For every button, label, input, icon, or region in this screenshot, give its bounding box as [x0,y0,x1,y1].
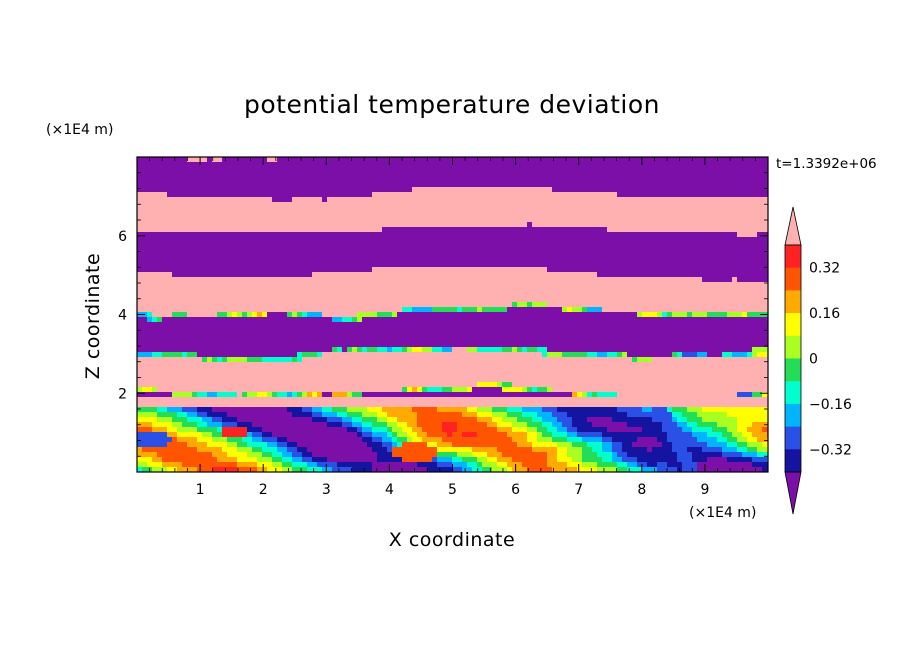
colorbar-min-arrow [784,471,802,515]
colorbar-band [785,245,801,268]
x-tick-label: 5 [448,482,457,498]
x-tick-label: 4 [385,482,394,498]
x-axis-unit: (×1E4 m) [689,505,756,521]
colorbar-band [785,335,801,359]
x-tick-label: 7 [574,482,583,498]
colorbar-band [785,313,801,337]
x-axis: 1 2 3 4 5 6 7 8 9 [149,157,756,498]
x-tick-label: 2 [259,482,268,498]
colorbar: 0.32 0.16 0 −0.16 −0.32 [784,206,852,515]
colorbar-label: 0.32 [809,261,840,277]
colorbar-band [785,267,801,291]
colorbar-band [785,290,801,314]
plot-field [137,157,768,472]
y-tick-label: 4 [118,308,127,324]
y-axis-unit: (×1E4 m) [46,122,113,138]
colorbar-max-arrow [784,206,802,246]
colorbar-frame [784,244,802,473]
colorbar-band [785,358,801,382]
colorbar-band [785,449,801,473]
x-tick-label: 6 [511,482,520,498]
chart-title: potential temperature deviation [244,90,660,119]
colorbar-band [785,403,801,427]
y-tick-label: 2 [118,386,127,402]
time-label: t=1.3392e+06 [776,156,877,172]
y-axis: 2 4 6 [118,172,768,457]
x-tick-label: 1 [196,482,205,498]
x-tick-label: 8 [637,482,646,498]
x-axis-label: X coordinate [389,529,515,551]
x-tick-label: 3 [322,482,331,498]
colorbar-label: 0 [809,352,818,368]
colorbar-label: 0.16 [809,306,840,322]
colorbar-band [785,381,801,405]
y-tick-label: 6 [118,229,127,245]
x-tick-label: 9 [700,482,709,498]
colorbar-label: −0.32 [809,442,852,458]
y-axis-label: Z coordinate [82,253,104,379]
colorbar-label: −0.16 [809,397,852,413]
colorbar-band [785,426,801,450]
